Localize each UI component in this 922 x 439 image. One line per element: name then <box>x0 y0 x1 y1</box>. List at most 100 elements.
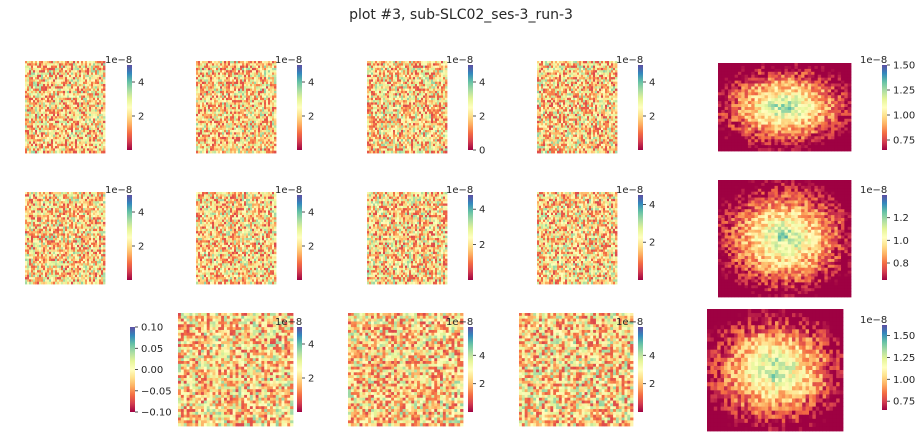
heatmap-cell <box>395 134 398 138</box>
heatmap-cell <box>443 77 446 80</box>
heatmap-cell <box>242 104 245 108</box>
heatmap-cell <box>47 143 50 147</box>
heatmap-cell <box>37 146 40 149</box>
heatmap-cell <box>99 72 102 76</box>
heatmap-cell <box>103 113 106 117</box>
heatmap-cell <box>226 125 229 129</box>
heatmap-cell <box>393 111 396 115</box>
heatmap-cell <box>37 81 40 85</box>
heatmap-cell <box>87 100 90 103</box>
heatmap-cell <box>230 104 233 108</box>
heatmap-cell <box>379 132 382 135</box>
heatmap-cell <box>79 61 82 64</box>
heatmap-cell <box>61 65 64 69</box>
heatmap-cell <box>383 113 386 117</box>
heatmap-cell <box>210 63 213 66</box>
heatmap-cell <box>409 111 412 115</box>
heatmap-cell <box>441 123 444 126</box>
heatmap-cell <box>83 81 86 85</box>
heatmap-cell <box>377 111 380 115</box>
heatmap-cell <box>31 70 34 73</box>
heatmap-cell <box>415 134 418 138</box>
heatmap-cell <box>433 139 436 142</box>
heatmap-cell <box>79 86 82 89</box>
heatmap-cell <box>389 95 392 99</box>
heatmap-cell <box>244 130 247 133</box>
colorbar-tick-label: 4 <box>479 78 485 89</box>
heatmap-cell <box>272 84 275 87</box>
heatmap-cell <box>99 79 102 83</box>
heatmap-cell <box>35 146 38 149</box>
heatmap-cell <box>240 63 243 66</box>
heatmap-cell <box>437 123 440 126</box>
heatmap-cell <box>53 72 56 76</box>
heatmap-cell <box>250 148 253 152</box>
heatmap-cell <box>367 141 370 145</box>
heatmap-cell <box>381 102 384 106</box>
heatmap-cell <box>248 74 251 78</box>
heatmap-cell <box>244 70 247 73</box>
heatmap-cell <box>103 146 106 149</box>
heatmap-cell <box>397 132 400 135</box>
heatmap-cell <box>385 95 388 99</box>
heatmap-cell <box>429 111 432 115</box>
heatmap-cell <box>256 143 259 147</box>
heatmap-cell <box>409 127 412 131</box>
heatmap-cell <box>411 123 414 126</box>
heatmap-cell <box>441 141 444 145</box>
heatmap-cell <box>441 143 444 147</box>
heatmap-cell <box>220 111 223 115</box>
heatmap-cell <box>206 95 209 99</box>
heatmap-cell <box>103 63 106 66</box>
heatmap-cell <box>248 70 251 73</box>
heatmap-cell <box>266 67 269 71</box>
heatmap-cell <box>214 113 217 117</box>
heatmap-cell <box>196 130 199 133</box>
heatmap-cell <box>417 130 420 133</box>
heatmap-cell <box>417 61 420 64</box>
heatmap-cell <box>395 123 398 126</box>
heatmap-cell <box>437 61 440 64</box>
heatmap-cell <box>218 127 221 131</box>
heatmap-cell <box>49 127 52 131</box>
heatmap-cell <box>198 125 201 129</box>
heatmap-cell <box>242 65 245 69</box>
heatmap-cell <box>232 127 235 131</box>
heatmap-cell <box>254 136 257 140</box>
heatmap-cell <box>250 109 253 112</box>
heatmap-cell <box>222 130 225 133</box>
heatmap-cell <box>437 77 440 80</box>
heatmap-cell <box>200 130 203 133</box>
heatmap-cell <box>270 148 273 152</box>
heatmap-cell <box>254 104 257 108</box>
heatmap-cell <box>196 72 199 76</box>
heatmap-cell <box>35 139 38 142</box>
heatmap-cell <box>435 93 438 96</box>
heatmap-cell <box>244 120 247 124</box>
heatmap-cell <box>377 120 380 124</box>
heatmap-cell <box>399 118 402 122</box>
heatmap-cell <box>99 65 102 69</box>
heatmap-cell <box>226 139 229 142</box>
heatmap-cell <box>198 141 201 145</box>
heatmap-cell <box>240 123 243 126</box>
heatmap-cell <box>238 72 241 76</box>
heatmap-cell <box>439 116 442 119</box>
heatmap-cell <box>234 107 237 110</box>
heatmap-cell <box>260 111 263 115</box>
heatmap-cell <box>198 84 201 87</box>
heatmap-cell <box>439 118 442 122</box>
heatmap-cell <box>373 102 376 106</box>
heatmap-cell <box>274 88 277 92</box>
heatmap-cell <box>258 150 261 154</box>
heatmap-cell <box>248 81 251 85</box>
heatmap-cell <box>423 139 426 142</box>
heatmap-cell <box>403 81 406 85</box>
heatmap-cell <box>445 125 448 129</box>
heatmap-cell <box>244 72 247 76</box>
heatmap-cell <box>421 111 424 115</box>
heatmap-cell <box>232 74 235 78</box>
heatmap-cell <box>409 67 412 71</box>
heatmap-cell <box>240 102 243 106</box>
heatmap-cell <box>91 77 94 80</box>
